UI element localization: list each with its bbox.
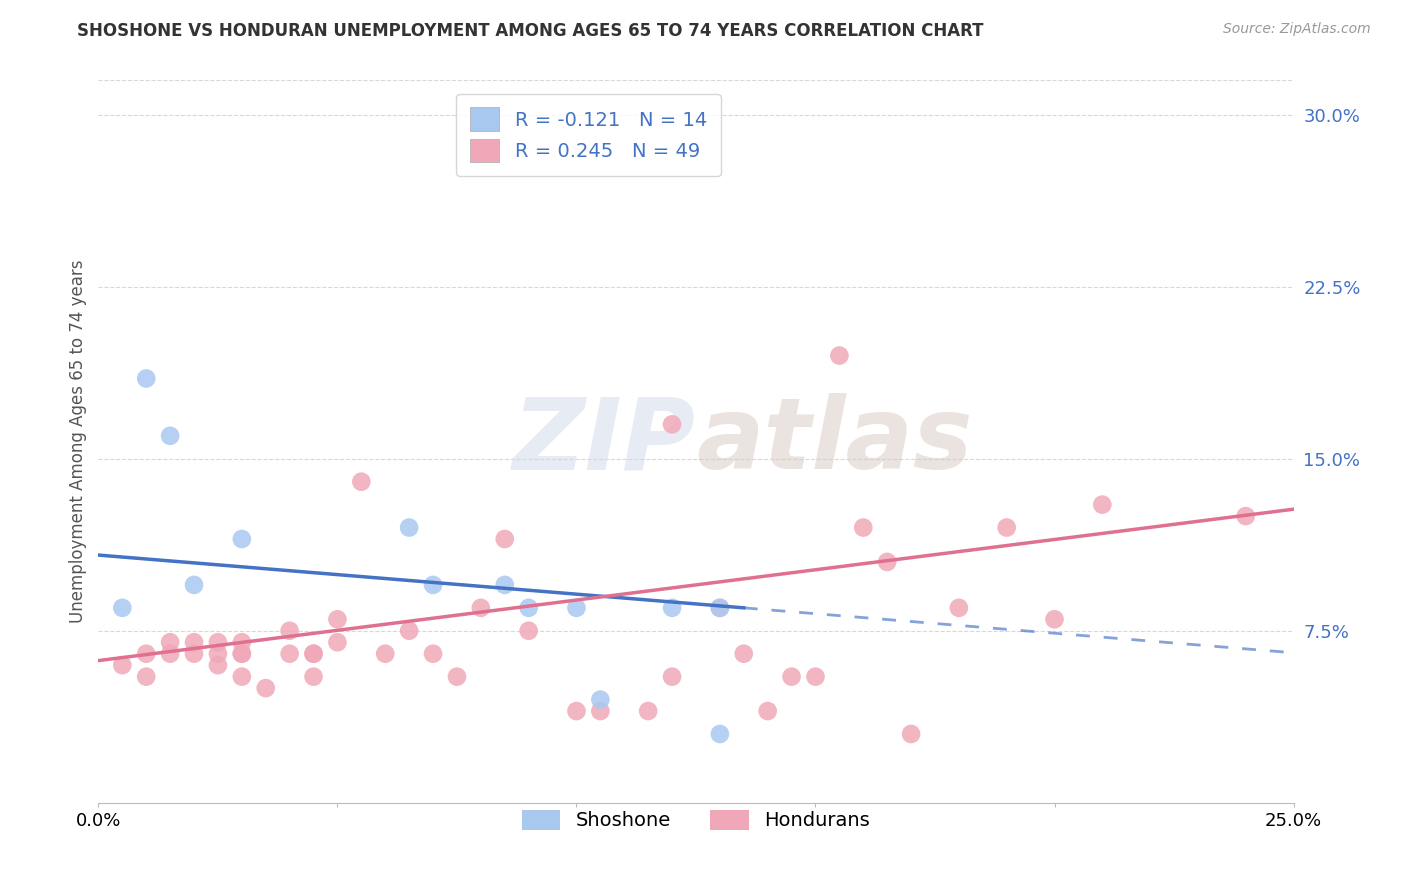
Point [374,647,396,661]
Point [183,635,205,649]
Point [995,520,1018,534]
Point [159,429,181,443]
Text: ZIP: ZIP [513,393,696,490]
Point [159,647,181,661]
Point [517,600,540,615]
Point [422,647,444,661]
Text: atlas: atlas [696,393,973,490]
Point [733,647,755,661]
Point [756,704,779,718]
Point [207,647,229,661]
Point [852,520,875,534]
Point [231,532,253,546]
Legend: Shoshone, Hondurans: Shoshone, Hondurans [512,800,880,840]
Point [231,647,253,661]
Point [637,704,659,718]
Point [422,578,444,592]
Point [446,670,468,684]
Point [278,624,301,638]
Point [828,349,851,363]
Point [1091,498,1114,512]
Point [207,658,229,673]
Point [517,624,540,638]
Point [1234,509,1257,524]
Point [111,658,134,673]
Text: Source: ZipAtlas.com: Source: ZipAtlas.com [1223,22,1371,37]
Point [183,647,205,661]
Point [302,647,325,661]
Point [231,647,253,661]
Point [780,670,803,684]
Point [183,578,205,592]
Point [302,647,325,661]
Point [135,371,157,385]
Point [661,600,683,615]
Point [111,600,134,615]
Point [350,475,373,489]
Y-axis label: Unemployment Among Ages 65 to 74 years: Unemployment Among Ages 65 to 74 years [69,260,87,624]
Point [135,647,157,661]
Point [231,670,253,684]
Point [876,555,898,569]
Point [398,624,420,638]
Point [589,704,612,718]
Point [589,692,612,706]
Point [948,600,970,615]
Point [231,635,253,649]
Point [494,532,516,546]
Point [709,600,731,615]
Point [565,600,588,615]
Point [900,727,922,741]
Point [661,417,683,432]
Point [159,635,181,649]
Point [278,647,301,661]
Point [135,670,157,684]
Point [398,520,420,534]
Point [470,600,492,615]
Point [254,681,277,695]
Point [207,635,229,649]
Point [804,670,827,684]
Point [302,670,325,684]
Point [494,578,516,592]
Point [709,600,731,615]
Point [1043,612,1066,626]
Text: SHOSHONE VS HONDURAN UNEMPLOYMENT AMONG AGES 65 TO 74 YEARS CORRELATION CHART: SHOSHONE VS HONDURAN UNEMPLOYMENT AMONG … [77,22,984,40]
Point [565,704,588,718]
Point [661,670,683,684]
Point [326,635,349,649]
Point [709,727,731,741]
Point [326,612,349,626]
